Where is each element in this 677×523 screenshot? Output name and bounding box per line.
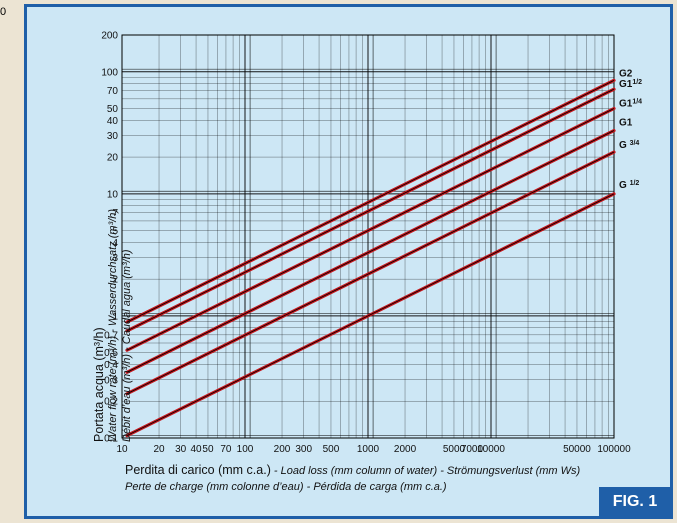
series-label-fraction: 1/2 [632,79,642,86]
x-axis-label-line2: Perte de charge (mm colonne d’eau) - Pér… [125,481,447,493]
y-tick-label: 3 [112,253,118,264]
series-label: G1 [619,118,633,129]
corner-text: 0 [0,6,7,18]
y-tick-label: 30 [107,131,119,142]
series-line-core [126,88,615,332]
y-tick-label: 2 [112,275,118,286]
y-tick-label: 1 [112,311,118,322]
x-tick-label: 100 [237,444,254,455]
x-tick-label: 10 [116,444,128,455]
y-tick-label: 100 [101,67,118,78]
y-tick-label: 40 [107,116,119,127]
x-tick-label: 300 [295,444,312,455]
x-tick-label: 7000 [461,444,484,455]
series-label-fraction: 1/4 [632,99,642,106]
y-tick-label: 0.1 [104,434,118,445]
x-axis-label-line1: Perdita di carico (mm c.a.) - Load loss … [125,463,580,477]
y-axis-label-line3: Débit d’eau (m³/h) - Caudal agua (m³/h) [121,249,133,442]
y-tick-label: 0.5 [104,348,118,359]
series-label: G11/4 [619,99,642,110]
series-label: G 1/2 [619,180,639,191]
series-line-core [126,130,615,373]
x-tick-label: 2000 [394,444,417,455]
y-tick-label: 70 [107,86,119,97]
x-tick-label: 100000 [597,444,631,455]
x-tick-label: 10000 [477,444,505,455]
series-line-core [126,151,615,395]
y-tick-label: 20 [107,153,119,164]
x-axis-label-main: Perdita di carico (mm c.a.) [125,463,271,477]
series-line-core [126,193,615,436]
x-tick-labels: 10 20 30 40 50 70 100 200 300 500 1000 2000 50007000… [116,444,631,455]
y-tick-label: 5 [112,226,118,237]
figure-label: FIG. 1 [599,487,671,517]
y-axis-label-line2: Water flow rate (m³/h) - Wasserdurchsatz… [107,208,119,442]
series-line-core [126,80,615,323]
major-grid [121,35,614,439]
x-tick-label: 70 [220,444,232,455]
x-tick-label: 20 [153,444,165,455]
series-label: G 3/4 [619,140,639,151]
y-axis-label: Portata acqua (m³/h) Water flow rate (m³… [92,209,134,442]
series-label-fraction: 3/4 [630,140,640,147]
x-tick-label: 500 [323,444,340,455]
x-axis-label-translations: - Load loss (mm column of water) - Ström… [270,465,581,477]
y-tick-label: 0.2 [104,397,118,408]
y-tick-label: 50 [107,104,119,115]
x-tick-label: 50 [202,444,214,455]
series-label: G2 [619,68,633,79]
y-tick-label: 10 [107,189,119,200]
y-axis-label-main: Portata acqua (m³/h) [92,327,106,442]
y-tick-label: 0.3 [104,375,118,386]
x-tick-label: 1000 [357,444,380,455]
y-tick-label: 0.4 [104,360,118,371]
y-tick-label: 0.7 [104,330,118,341]
x-tick-label: 5000 [443,444,466,455]
series-line-core [126,108,615,351]
x-tick-label: 40 [190,444,202,455]
x-tick-label: 200 [274,444,291,455]
series-label-fraction: 1/2 [630,180,640,187]
plot-border [121,34,615,439]
x-tick-label: 50000 [563,444,591,455]
series-label: G11/2 [619,79,642,90]
y-tick-label: 200 [101,31,118,42]
y-tick-label: 7 [112,208,118,219]
series-lines [125,78,616,438]
x-tick-label: 30 [175,444,187,455]
y-tick-label: 4 [112,238,118,249]
